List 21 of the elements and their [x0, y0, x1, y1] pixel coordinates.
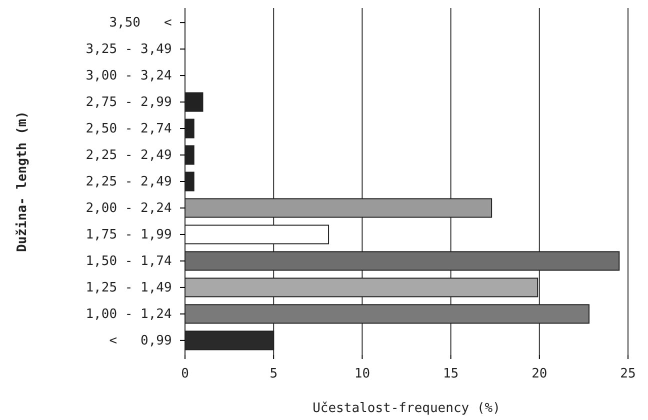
x-tick-label: 20	[532, 366, 548, 382]
y-tick-label: 1,00 - 1,24	[86, 307, 172, 322]
y-tick-label: 1,25 - 1,49	[86, 280, 172, 296]
y-tick-label: 3,25 - 3,49	[86, 42, 172, 58]
y-tick-label: 3,00 - 3,24	[86, 68, 172, 84]
y-tick-label: 2,25 - 2,49	[86, 148, 172, 164]
y-tick-label: 2,00 - 2,24	[86, 201, 172, 216]
y-tick-label: 1,75 - 1,99	[86, 228, 172, 243]
y-tick-label: 2,50 - 2,74	[86, 122, 172, 137]
y-tick-label: 2,75 - 2,99	[86, 95, 172, 110]
y-axis-title: Dužina- length (m)	[15, 111, 30, 252]
y-tick-label: < 0,99	[109, 334, 172, 349]
x-tick-label: 10	[354, 366, 370, 382]
x-tick-label: 0	[181, 366, 189, 382]
x-tick-label: 15	[442, 366, 459, 382]
y-tick-label: 1,50 - 1,74	[86, 254, 172, 270]
y-tick-label: 2,25 - 2,49	[86, 174, 172, 190]
y-tick-label: 3,50 <	[109, 16, 172, 31]
x-axis-title: Učestalost-frequency (%)	[312, 401, 500, 416]
x-tick-label: 25	[620, 366, 636, 382]
x-tick-label: 5	[270, 366, 278, 382]
